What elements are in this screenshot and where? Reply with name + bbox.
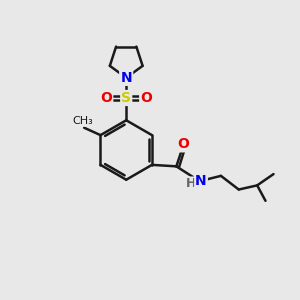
Text: O: O [177, 137, 189, 152]
Text: CH₃: CH₃ [73, 116, 93, 126]
Text: N: N [120, 71, 132, 85]
Text: N: N [195, 174, 207, 188]
Text: N: N [120, 71, 132, 85]
Text: H: H [186, 177, 196, 190]
Text: S: S [121, 91, 131, 105]
Text: O: O [100, 91, 112, 105]
Text: O: O [140, 91, 152, 105]
